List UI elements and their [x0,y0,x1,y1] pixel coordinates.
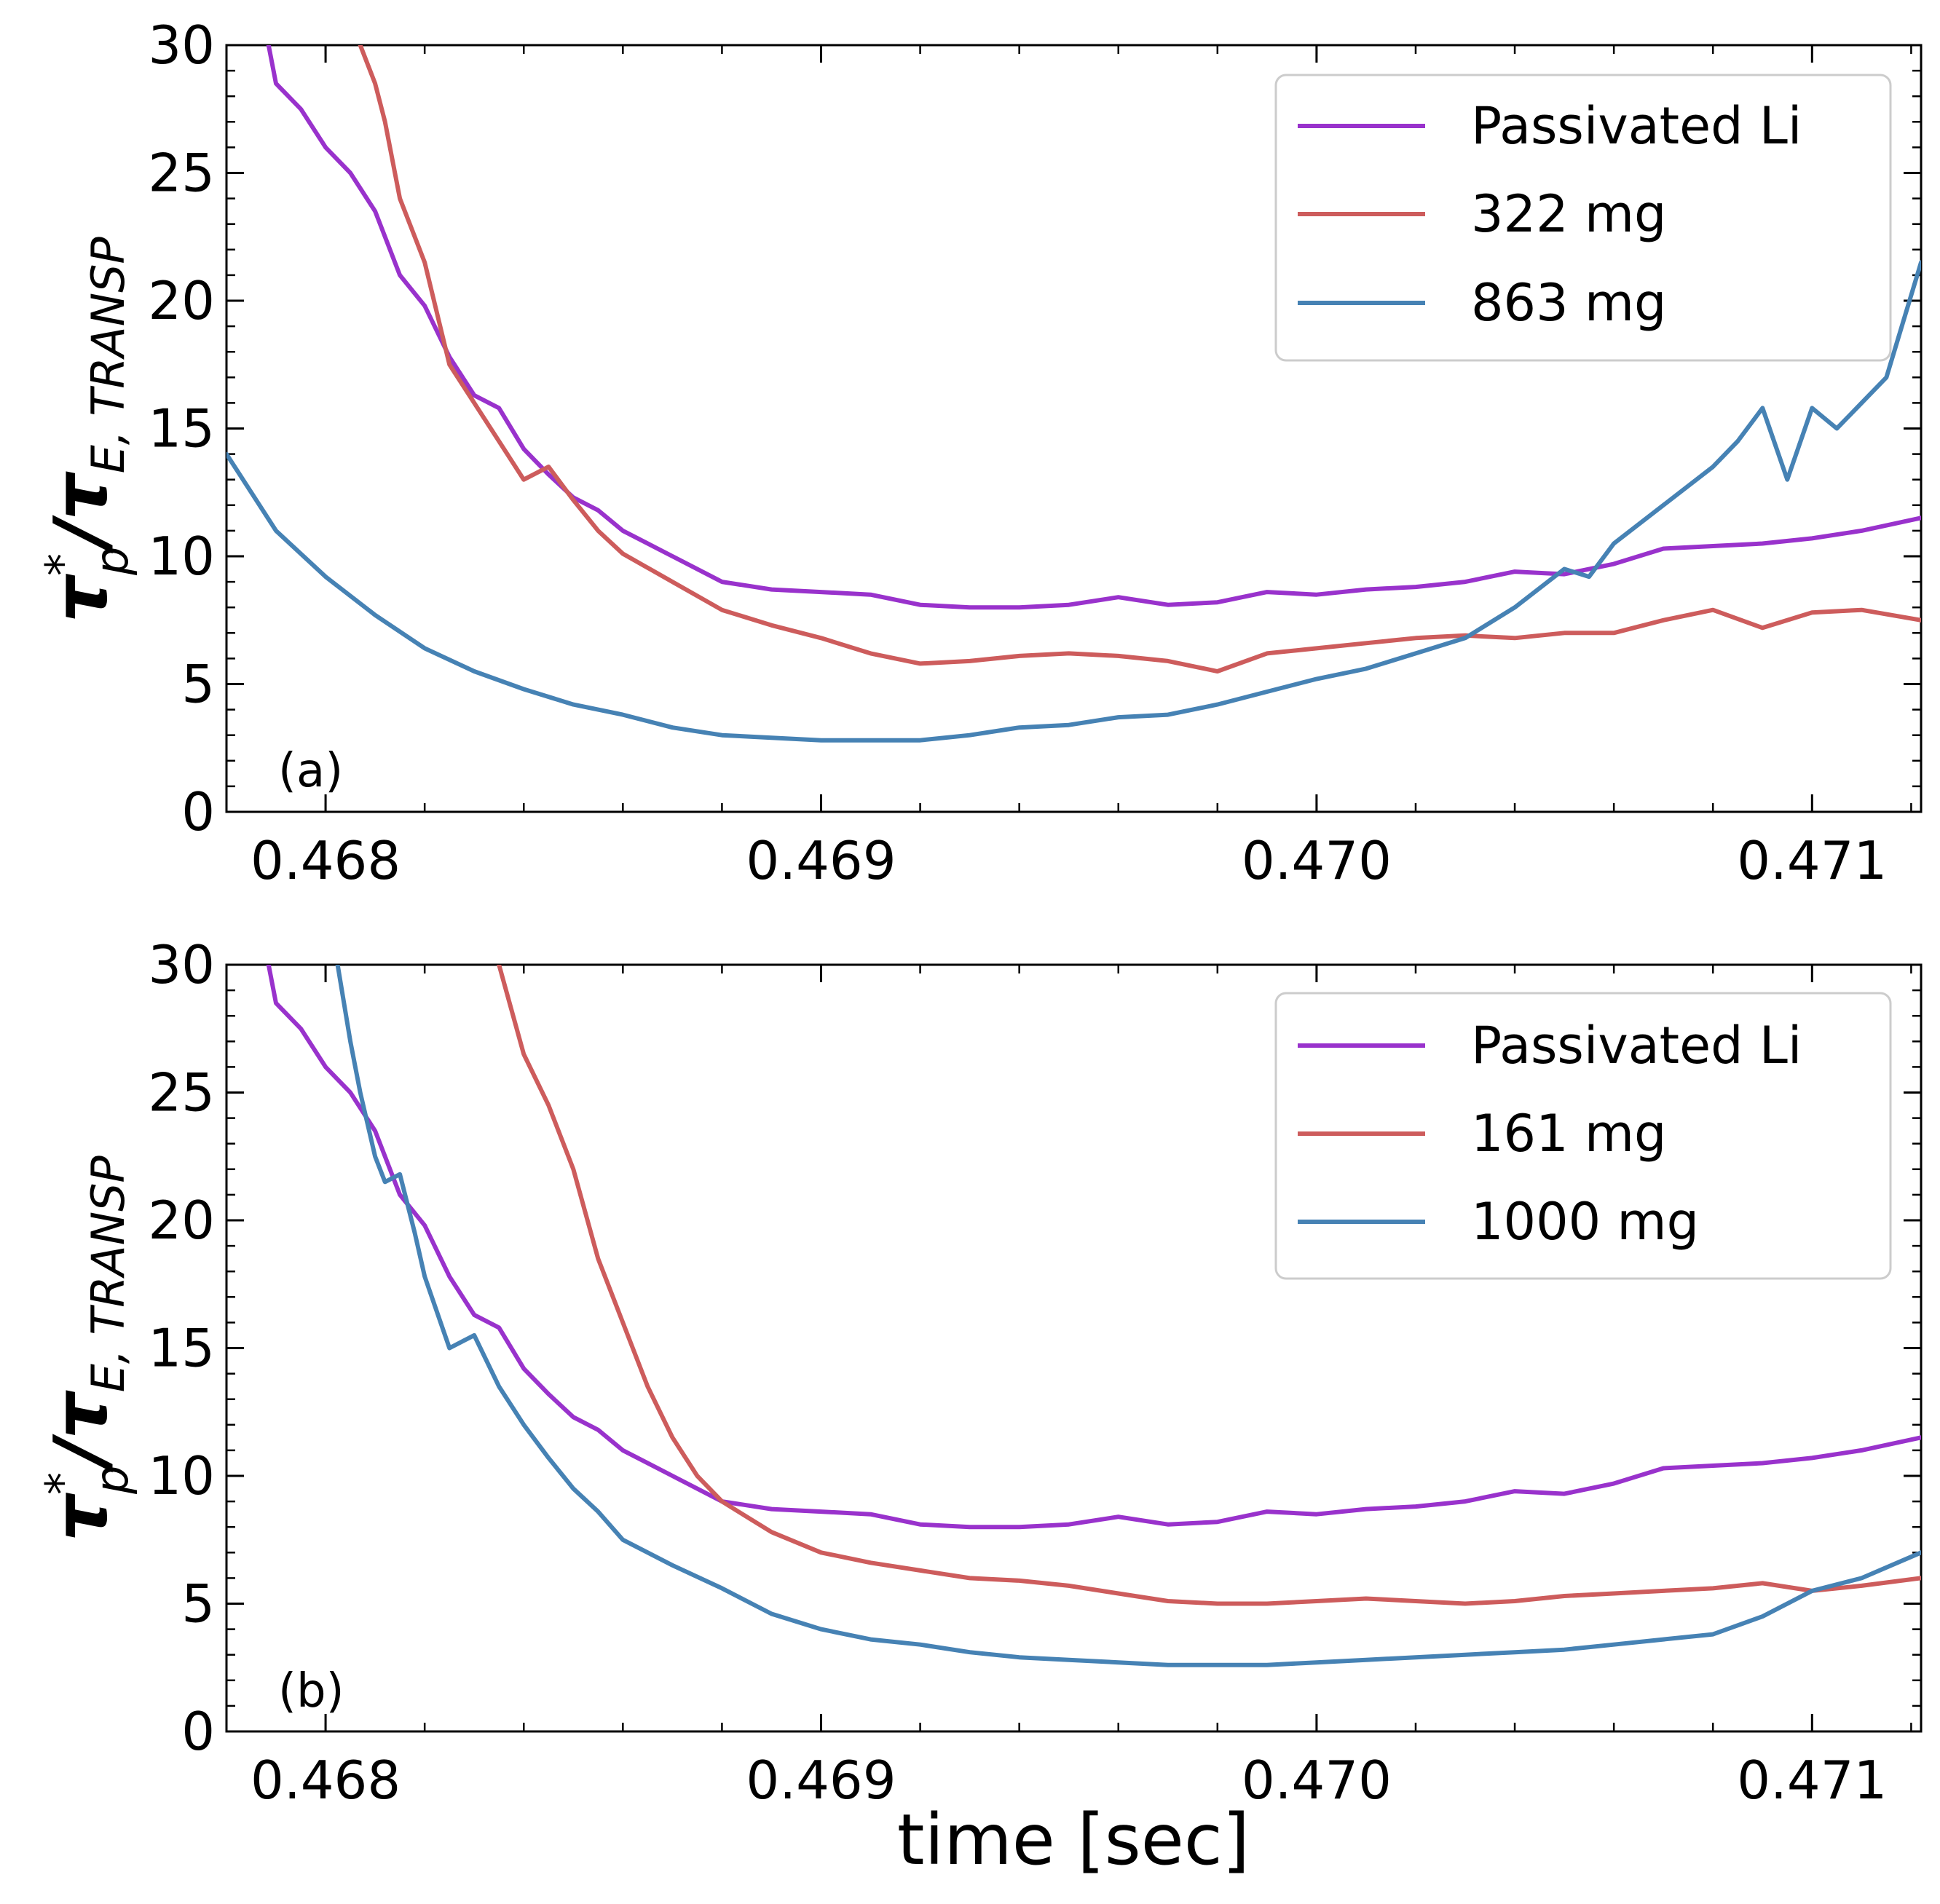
y-tick-label: 5 [181,654,215,715]
y-tick-label: 30 [148,15,215,76]
y-tick-label: 25 [148,143,215,204]
series-line-161-mg [497,965,1921,1606]
y-tick-label: 10 [148,526,215,587]
y-tick-label: 0 [181,781,215,842]
lines-a [226,45,1921,743]
legend-label-1000mg: 1000 mg [1471,1192,1699,1252]
x-tick-label: 0.469 [746,1750,896,1811]
y-tick-label: 15 [148,1318,215,1379]
legend-frame-b [1274,992,1892,1280]
y-tick-label: 5 [181,1573,215,1635]
y-tick-label: 10 [148,1445,215,1506]
panel-b: 0.468 0.469 0.470 0.471 0 5 10 15 20 25 30 (b) Pas… [36,934,1923,1881]
y-tick-label: 0 [181,1701,215,1762]
y-tick-label: 30 [148,934,215,995]
y-axis-label-b: τ*p/τE, TRANSP [36,1156,138,1541]
series-line-322-mg [358,45,1921,673]
legend-frame-a [1274,74,1892,362]
x-tick-label: 0.468 [251,1750,401,1811]
legend-label-passivated-b: Passivated Li [1471,1016,1802,1075]
panel-a: 0.468 0.469 0.470 0.471 0 5 10 15 20 25 30 (a) Pas… [36,15,1923,891]
series-line-passivated-li [266,965,1921,1530]
lines-b [266,965,1921,1667]
x-tick-label: 0.468 [251,830,401,891]
x-tick-label: 0.471 [1737,1750,1887,1811]
x-tick-label: 0.469 [746,830,896,891]
legend-a: Passivated Li 322 mg 863 mg [1274,74,1892,362]
legend-label-passivated-a: Passivated Li [1471,96,1802,156]
legend-b: Passivated Li 161 mg 1000 mg [1274,992,1892,1280]
series-line-863-mg [226,260,1921,743]
axis-ticks-a: 0.468 0.469 0.470 0.471 0 5 10 15 20 25 30 [148,15,1921,891]
x-axis-label: time [sec] [897,1799,1250,1881]
panel-label-a: (a) [278,744,343,798]
series-line-1000-mg [335,965,1921,1667]
y-tick-label: 15 [148,398,215,459]
axis-ticks-b: 0.468 0.469 0.470 0.471 0 5 10 15 20 25 30 [148,934,1921,1811]
legend-label-322mg: 322 mg [1471,184,1666,244]
legend-label-863mg: 863 mg [1471,273,1666,333]
y-tick-label: 25 [148,1062,215,1123]
legend-label-161mg: 161 mg [1471,1104,1666,1164]
x-tick-label: 0.471 [1737,830,1887,891]
y-axis-label-a: τ*p/τE, TRANSP [36,237,138,623]
y-tick-label: 20 [148,1190,215,1251]
panel-label-b: (b) [278,1664,344,1718]
x-tick-label: 0.470 [1242,1750,1392,1811]
y-tick-label: 20 [148,270,215,331]
x-tick-label: 0.470 [1242,830,1392,891]
